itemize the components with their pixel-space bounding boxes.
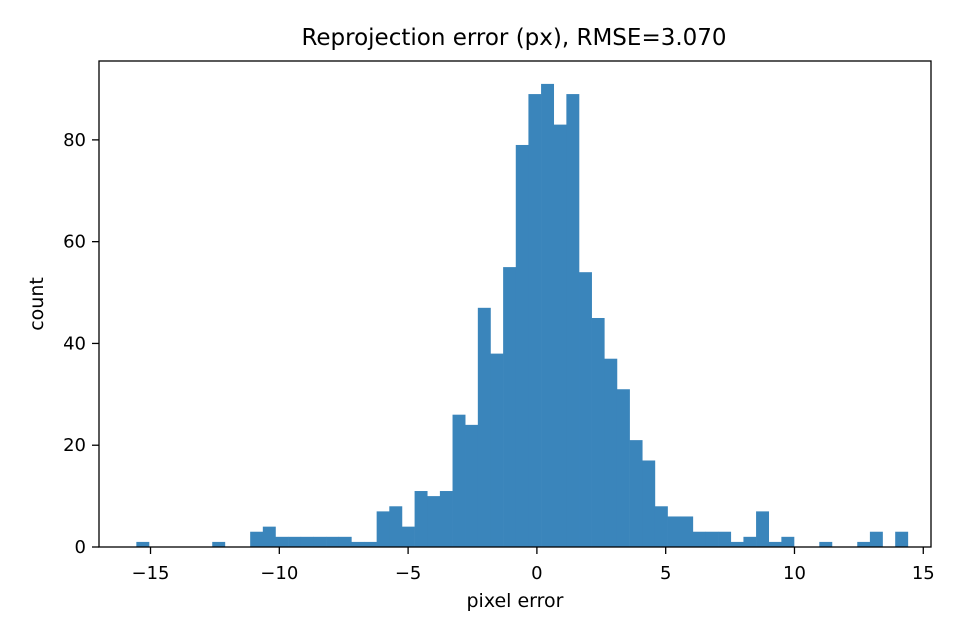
histogram-bar	[616, 389, 630, 547]
y-tick-label: 0	[75, 537, 86, 558]
histogram-bar	[730, 541, 744, 547]
histogram-bar	[781, 536, 795, 547]
histogram-bar	[364, 541, 377, 547]
x-tick-label: 10	[783, 563, 806, 584]
histogram-bar	[541, 83, 555, 548]
histogram-bar	[857, 541, 871, 547]
histogram-bar	[338, 536, 352, 547]
histogram-bar	[414, 491, 428, 547]
histogram-bar	[718, 531, 732, 547]
histogram-bar	[212, 541, 226, 547]
x-tick-label: −10	[260, 563, 298, 584]
histogram-bar	[705, 531, 719, 547]
chart-title: Reprojection error (px), RMSE=3.070	[301, 25, 726, 51]
histogram-bar	[401, 526, 415, 547]
x-tick-label: 0	[531, 563, 542, 584]
x-tick-label: −15	[132, 563, 170, 584]
histogram-bar	[326, 536, 340, 547]
bars-group	[136, 83, 909, 548]
x-axis-ticks: −15 −10 −5 0 5 10 15	[132, 547, 935, 584]
y-tick-label: 40	[63, 333, 86, 354]
histogram-bar	[477, 307, 491, 547]
histogram-bar	[452, 414, 466, 547]
histogram-bar	[275, 536, 289, 547]
histogram-bar	[768, 541, 782, 547]
histogram-bar	[250, 531, 264, 547]
histogram-bar	[642, 460, 656, 547]
histogram-bar	[654, 506, 668, 547]
histogram-bar	[743, 536, 757, 547]
x-tick-label: 5	[660, 563, 671, 584]
y-tick-label: 60	[63, 232, 86, 253]
y-axis-ticks: 0 20 40 60 80	[63, 130, 99, 558]
x-tick-label: −5	[395, 563, 422, 584]
histogram-bar	[427, 496, 441, 547]
histogram-bar	[579, 272, 592, 547]
y-tick-label: 80	[63, 130, 86, 151]
histogram-bar	[528, 94, 542, 547]
x-tick-label: 15	[912, 563, 935, 584]
y-axis-label: count	[26, 277, 48, 331]
histogram-bar	[288, 536, 302, 547]
histogram-bar	[313, 536, 327, 547]
histogram-bar	[819, 541, 833, 547]
histogram-bar	[895, 531, 909, 547]
y-tick-label: 20	[63, 435, 86, 456]
histogram-bar	[667, 516, 681, 547]
histogram-bar	[376, 511, 390, 547]
histogram-bar	[869, 531, 883, 547]
histogram-bar	[553, 124, 567, 548]
histogram-bar	[591, 317, 605, 547]
histogram-bar	[604, 358, 618, 547]
histogram-bar	[756, 511, 770, 547]
histogram-bar	[680, 516, 694, 547]
plot-frame	[98, 60, 932, 548]
histogram-bar	[389, 506, 403, 547]
histogram-bar	[515, 144, 529, 548]
histogram-bar	[439, 491, 453, 547]
histogram-bar	[262, 526, 276, 547]
histogram-bar	[300, 536, 314, 547]
histogram-bar	[465, 424, 479, 547]
histogram-bar	[629, 440, 643, 547]
histogram-bar	[490, 353, 504, 547]
histogram-bar	[566, 94, 580, 547]
histogram-bar	[503, 267, 517, 547]
histogram-bar	[692, 531, 706, 547]
histogram-bar	[351, 541, 365, 547]
histogram-bar	[136, 541, 150, 547]
x-axis-label: pixel error	[466, 590, 563, 612]
